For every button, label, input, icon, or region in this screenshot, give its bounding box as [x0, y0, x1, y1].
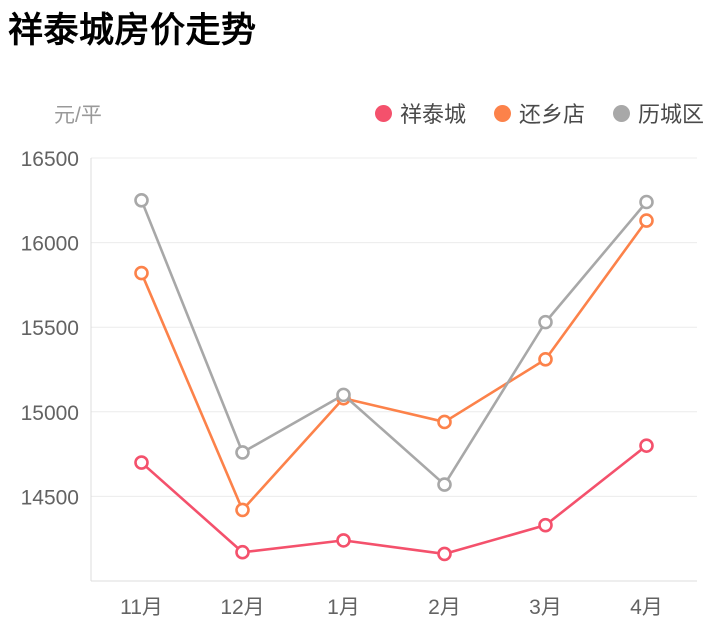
y-tick-label-15500: 15500: [21, 317, 79, 340]
legend-dot-icon: [374, 104, 392, 122]
legend-item-历城区[interactable]: 历城区: [612, 97, 704, 129]
data-point-祥泰城-11月[interactable]: [134, 455, 149, 470]
data-point-还乡店-3月[interactable]: [538, 352, 553, 367]
data-point-还乡店-2月[interactable]: [437, 414, 452, 430]
data-point-历城区-4月[interactable]: [639, 194, 654, 210]
data-point-历城区-12月[interactable]: [235, 445, 250, 460]
data-point-还乡店-11月[interactable]: [134, 265, 149, 281]
data-point-历城区-3月[interactable]: [538, 314, 553, 330]
series-line-历城区: [140, 199, 648, 486]
series-line-祥泰城: [140, 444, 648, 556]
y-tick-label-14500: 14500: [21, 486, 79, 509]
x-tick-label-12月: 12月: [220, 596, 264, 619]
x-tick-label-11月: 11月: [120, 596, 163, 619]
data-point-历城区-2月[interactable]: [437, 477, 452, 492]
legend-dot-icon: [493, 104, 511, 122]
x-tick-label-4月: 4月: [630, 596, 663, 619]
y-tick-label-15000: 15000: [21, 402, 79, 425]
series-line-还乡店: [140, 219, 648, 512]
y-tick-label-16000: 16000: [21, 233, 79, 256]
chart-legend: 祥泰城 还乡店 历城区: [374, 97, 704, 129]
legend-label: 还乡店: [518, 102, 585, 127]
y-axis-unit-label: 元/平: [54, 104, 102, 127]
data-point-祥泰城-1月[interactable]: [336, 533, 351, 548]
data-point-历城区-11月[interactable]: [134, 193, 149, 208]
x-tick-label-3月: 3月: [529, 596, 562, 619]
x-tick-label-2月: 2月: [428, 596, 461, 619]
data-point-祥泰城-4月[interactable]: [639, 438, 654, 453]
legend-dot-icon: [612, 104, 630, 122]
data-point-祥泰城-12月[interactable]: [235, 544, 250, 560]
data-point-还乡店-12月[interactable]: [235, 502, 250, 518]
legend-label: 祥泰城: [399, 102, 466, 127]
data-point-祥泰城-3月[interactable]: [538, 517, 553, 533]
page-title: 祥泰城房价走势: [8, 11, 257, 50]
legend-label: 历城区: [637, 102, 704, 127]
data-point-还乡店-4月[interactable]: [639, 213, 654, 228]
data-point-历城区-1月[interactable]: [336, 387, 351, 403]
y-tick-label-16500: 16500: [21, 148, 79, 171]
legend-item-祥泰城[interactable]: 祥泰城: [374, 97, 466, 129]
data-point-祥泰城-2月[interactable]: [437, 546, 452, 562]
x-tick-label-1月: 1月: [327, 596, 360, 619]
legend-item-还乡店[interactable]: 还乡店: [493, 97, 585, 129]
